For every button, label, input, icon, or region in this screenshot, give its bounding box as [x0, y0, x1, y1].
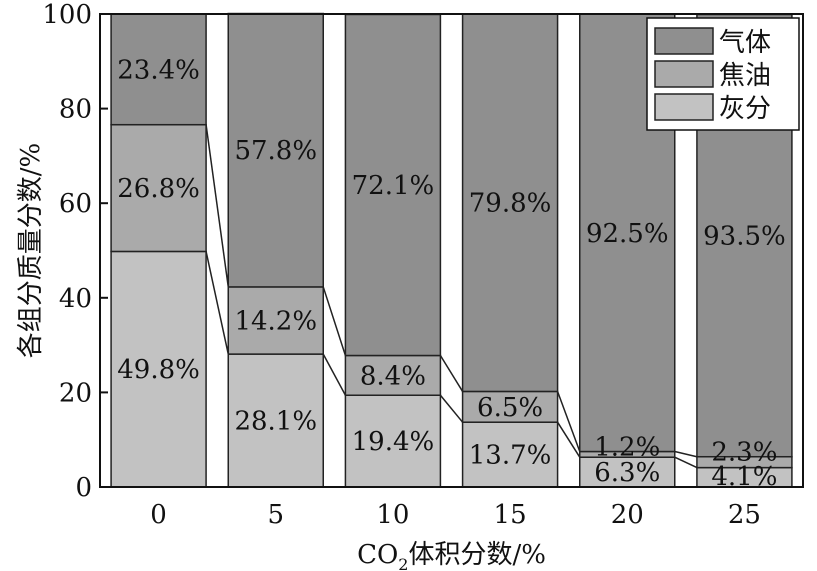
x-tick-label-3: 15: [494, 500, 527, 530]
data-label-0-1: 28.1%: [234, 407, 317, 437]
bar-segment-0-1: [227, 353, 324, 488]
bar-segment-1-2: [344, 354, 442, 396]
y-axis-title: 各组分质量分数/%: [16, 143, 46, 358]
data-label-1-4: 1.2%: [594, 433, 660, 463]
bar-segment-1-3: [461, 390, 559, 423]
connector-line-1-3: [556, 391, 581, 452]
data-label-0-4: 6.3%: [594, 458, 660, 488]
data-labels-layer: 49.8% 26.8% 23.4% 28.1% 14.2% 57.8% 19.4% 8.4% 7…: [117, 55, 785, 492]
connector-line-1-2: [439, 355, 464, 392]
x-tick-label-0: 0: [150, 500, 167, 530]
y-axis: 0 20 40 60 80 100: [42, 0, 108, 503]
legend-swatch-2: [654, 93, 714, 121]
legend-label-1: 焦油: [719, 61, 771, 91]
data-label-0-3: 13.7%: [469, 441, 552, 471]
data-label-1-2: 8.4%: [360, 361, 426, 391]
data-label-0-0: 49.8%: [117, 355, 200, 385]
x-axis-title-main: CO: [357, 540, 398, 570]
connector-line-0-4: [674, 456, 698, 469]
y-tick-label-0: 0: [75, 473, 92, 503]
data-label-1-0: 26.8%: [117, 174, 200, 204]
x-tick-label-1: 5: [267, 500, 284, 530]
x-tick-label-2: 10: [376, 500, 409, 530]
bar-segment-2-3: [461, 13, 559, 393]
data-label-2-1: 57.8%: [234, 136, 317, 166]
bar-segment-2-1: [227, 12, 324, 288]
legend-label-0: 气体: [719, 28, 771, 58]
legend-label-2: 灰分: [719, 94, 771, 124]
legend-swatch-0: [654, 27, 714, 55]
data-label-0-2: 19.4%: [352, 427, 435, 457]
x-axis-title: CO2体积分数/%: [357, 540, 546, 571]
data-label-2-0: 23.4%: [117, 55, 200, 85]
connector-line-1-4: [674, 450, 698, 458]
plot-frame: [99, 13, 804, 488]
x-tick-label-5: 25: [728, 500, 761, 530]
connector-line-0-1: [322, 353, 347, 396]
bar-segment-1-0: [110, 123, 207, 253]
y-tick-label-3: 60: [59, 189, 92, 219]
connector-line-1-1: [322, 286, 347, 356]
data-label-2-3: 79.8%: [469, 189, 552, 219]
y-tick-label-5: 100: [42, 0, 92, 30]
data-label-1-5: 2.3%: [711, 438, 777, 468]
legend-swatch-1: [654, 60, 714, 88]
data-label-2-4: 92.5%: [586, 219, 669, 249]
data-label-2-2: 72.1%: [352, 171, 435, 201]
x-axis-title-rest: 体积分数/%: [408, 540, 545, 570]
y-tick-label-1: 20: [59, 378, 92, 408]
y-tick-label-4: 80: [59, 95, 92, 125]
bar-segment-2-2: [344, 13, 442, 357]
x-axis-title-subscript: 2: [398, 555, 408, 571]
x-tick-label-4: 20: [611, 500, 644, 530]
connector-lines: [205, 124, 698, 469]
data-label-1-3: 6.5%: [477, 393, 543, 423]
bar-segment-0-0: [110, 250, 207, 488]
bar-segment-1-1: [227, 286, 324, 355]
y-tick-label-2: 40: [59, 284, 92, 314]
connector-line-1-0: [205, 124, 229, 288]
data-label-1-1: 14.2%: [234, 307, 317, 337]
connector-line-0-3: [556, 421, 581, 458]
data-label-2-5: 93.5%: [703, 222, 786, 252]
connector-line-0-2: [439, 394, 464, 423]
connector-line-0-0: [205, 251, 229, 355]
x-axis: 0 5 10 15 20 25: [150, 500, 761, 530]
bar-segment-0-3: [461, 421, 559, 488]
